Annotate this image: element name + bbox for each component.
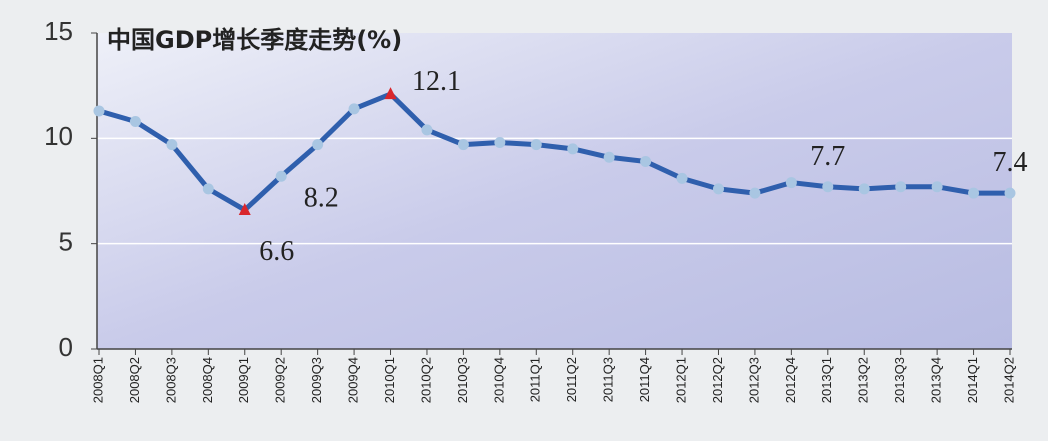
point (129, 115, 141, 127)
x-tick-label: 2009Q4 (346, 357, 361, 403)
x-tick-label: 2011Q2 (564, 357, 579, 402)
point (530, 139, 542, 151)
point (858, 183, 870, 195)
x-tick-label: 2014Q1 (965, 357, 980, 403)
point (202, 183, 214, 195)
x-tick-label: 2010Q4 (491, 357, 506, 403)
x-tick-label: 2008Q4 (200, 357, 215, 403)
point (785, 177, 797, 189)
data-label: 6.6 (259, 236, 294, 267)
point (275, 170, 287, 182)
x-tick-label: 2008Q3 (163, 357, 178, 403)
x-tick-label: 2008Q1 (90, 357, 105, 403)
x-tick-label: 2010Q2 (418, 357, 433, 403)
point (457, 139, 469, 151)
x-tick-label: 2009Q1 (236, 357, 251, 403)
x-tick-label: 2012Q3 (746, 357, 761, 403)
x-tick-label: 2012Q2 (710, 357, 725, 403)
data-label: 7.7 (810, 141, 845, 172)
x-tick-label: 2011Q3 (601, 357, 616, 402)
extreme-marker (384, 87, 397, 100)
x-tick-label: 2009Q3 (309, 357, 324, 403)
x-tick-label: 2012Q4 (783, 357, 798, 403)
plot-area (97, 33, 1012, 349)
data-label: 12.1 (412, 66, 461, 97)
x-tick-label: 2011Q1 (528, 357, 543, 402)
chart-title: 中国GDP增长季度走势(%) (107, 26, 402, 54)
point (494, 137, 506, 149)
point (749, 187, 761, 199)
point (968, 187, 980, 199)
point (895, 181, 907, 193)
data-label: 8.2 (304, 182, 339, 213)
point (822, 181, 834, 193)
series-line (98, 91, 1010, 213)
y-tick-label: 10 (44, 121, 73, 151)
x-tick-label: 2010Q1 (382, 357, 397, 403)
point (640, 156, 652, 168)
x-tick-label: 2008Q2 (127, 357, 142, 403)
y-tick-label: 0 (59, 332, 73, 362)
point (421, 124, 433, 136)
x-tick-label: 2013Q4 (929, 357, 944, 403)
point (712, 183, 724, 195)
point (567, 143, 579, 155)
point (312, 139, 324, 151)
x-tick-label: 2011Q4 (637, 357, 652, 402)
point (603, 151, 615, 163)
point (348, 103, 360, 115)
x-tick-label: 2010Q3 (455, 357, 470, 403)
y-tick-label: 5 (59, 227, 73, 257)
data-label: 7.4 (993, 147, 1028, 178)
point (1004, 187, 1016, 199)
x-tick-label: 2012Q1 (673, 357, 688, 403)
x-tick-label: 2013Q2 (856, 357, 871, 403)
point (676, 172, 688, 184)
x-tick-label: 2014Q2 (1001, 357, 1016, 403)
y-tick-label: 15 (44, 16, 73, 46)
x-tick-label: 2013Q1 (819, 357, 834, 403)
point (93, 105, 105, 117)
point (931, 181, 943, 193)
x-tick-label: 2009Q2 (273, 357, 288, 403)
extreme-marker (238, 202, 251, 215)
point (166, 139, 178, 151)
x-tick-label: 2013Q3 (892, 357, 907, 403)
